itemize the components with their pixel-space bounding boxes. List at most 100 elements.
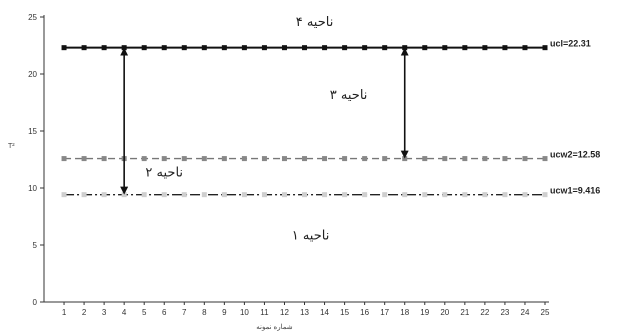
data-point (502, 192, 508, 198)
data-point (402, 192, 408, 198)
data-point (281, 192, 287, 198)
data-point (442, 192, 448, 198)
x-tick-label: 20 (440, 308, 449, 317)
x-tick-label: 16 (360, 308, 369, 317)
x-tick-label: 22 (480, 308, 489, 317)
data-point (462, 45, 468, 51)
data-point (121, 45, 127, 51)
data-point (261, 45, 267, 51)
data-point (442, 156, 448, 162)
data-point (362, 45, 368, 51)
region-label: ناحیه ۳ (330, 88, 368, 103)
data-point (542, 45, 548, 51)
data-point (502, 156, 508, 162)
x-tick-label: 19 (420, 308, 429, 317)
data-point (101, 156, 107, 162)
x-tick-label: 12 (280, 308, 289, 317)
region-label: ناحیه ۴ (296, 15, 334, 30)
region-label: ناحیه ۲ (145, 166, 183, 181)
data-point (382, 192, 388, 198)
data-point (81, 156, 87, 162)
data-point (141, 45, 147, 51)
data-point (442, 45, 448, 51)
data-point (382, 45, 388, 51)
x-tick-label: 24 (521, 308, 530, 317)
x-tick-label: 25 (541, 308, 550, 317)
data-point (542, 156, 548, 162)
data-point (121, 192, 127, 198)
x-tick-label: 18 (400, 308, 409, 317)
y-tick-label: 10 (28, 184, 37, 193)
data-point (482, 156, 488, 162)
x-tick-label: 23 (500, 308, 509, 317)
data-point (141, 156, 147, 162)
data-point (342, 45, 348, 51)
data-point (261, 156, 267, 162)
data-point (81, 192, 87, 198)
data-point (462, 156, 468, 162)
region-label: ناحیه ۱ (292, 228, 330, 243)
data-point (422, 156, 428, 162)
data-point (161, 45, 167, 51)
x-tick-label: 3 (102, 308, 107, 317)
region-layer: ناحیه ۴ ناحیه ۳ ناحیه ۲ ناحیه ۱ (145, 15, 367, 243)
data-point (302, 156, 308, 162)
data-point (322, 156, 328, 162)
data-point (522, 45, 528, 51)
y-ticks: 0 5 10 15 20 25 (28, 13, 44, 307)
y-tick-label: 0 (33, 298, 38, 307)
y-tick-label: 15 (28, 127, 37, 136)
data-point (61, 45, 67, 51)
y-axis-title: T² (8, 143, 15, 150)
x-tick-label: 2 (82, 308, 87, 317)
data-point (302, 192, 308, 198)
data-point (101, 45, 107, 51)
data-point (362, 156, 368, 162)
series-layer: ucl=22.31 ucw2=12.58 ucw1=9.416 (61, 39, 600, 198)
x-tick-label: 5 (142, 308, 147, 317)
data-point (422, 45, 428, 51)
data-point (542, 192, 548, 198)
data-point (241, 156, 247, 162)
data-point (482, 45, 488, 51)
data-point (302, 45, 308, 51)
x-tick-label: 10 (240, 308, 249, 317)
x-tick-label: 9 (222, 308, 227, 317)
data-point (281, 156, 287, 162)
data-point (241, 45, 247, 51)
data-point (522, 156, 528, 162)
data-point (141, 192, 147, 198)
y-tick-label: 20 (28, 70, 37, 79)
x-tick-label: 1 (62, 308, 67, 317)
x-tick-label: 15 (340, 308, 349, 317)
data-point (482, 192, 488, 198)
arrow-layer (120, 47, 409, 195)
data-point (322, 192, 328, 198)
x-tick-label: 8 (202, 308, 207, 317)
x-tick-label: 11 (260, 308, 269, 317)
data-point (181, 45, 187, 51)
x-tick-label: 6 (162, 308, 167, 317)
x-tick-label: 13 (300, 308, 309, 317)
data-point (201, 45, 207, 51)
data-point (462, 192, 468, 198)
data-point (402, 45, 408, 51)
data-point (181, 192, 187, 198)
y-tick-label: 25 (28, 13, 37, 22)
x-ticks: 1 2 3 4 5 6 7 8 9 10 11 12 13 14 15 16 17 18 19 20 21 22 23 24 2… (62, 302, 550, 317)
data-point (61, 192, 67, 198)
data-point (201, 192, 207, 198)
data-point (101, 192, 107, 198)
data-point (522, 192, 528, 198)
x-tick-label: 17 (380, 308, 389, 317)
data-point (61, 156, 67, 162)
series-label: ucw1=9.416 (550, 186, 600, 196)
series-label: ucl=22.31 (550, 39, 591, 49)
data-point (201, 156, 207, 162)
x-tick-label: 7 (182, 308, 187, 317)
data-point (281, 45, 287, 51)
data-point (402, 156, 408, 162)
x-tick-label: 21 (460, 308, 469, 317)
